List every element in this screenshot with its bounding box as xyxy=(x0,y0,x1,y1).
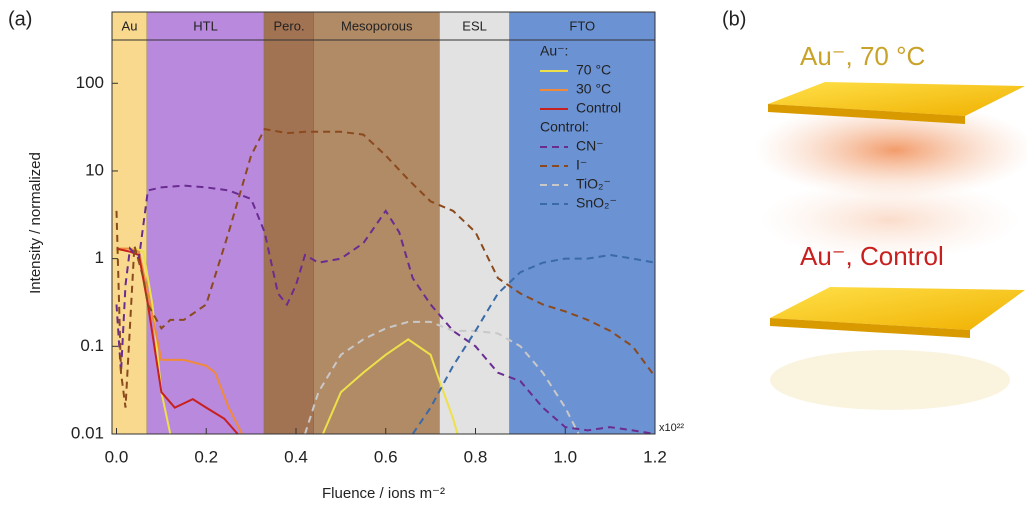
x-tick-label: 0.0 xyxy=(105,447,129,466)
y-tick-label: 10 xyxy=(85,160,104,179)
legend-group-title: Au⁻: xyxy=(540,43,568,59)
series-line xyxy=(115,184,656,435)
region-label: HTL xyxy=(193,18,218,33)
region-label: Pero. xyxy=(273,18,304,33)
panel-b: Au⁻, 70 °C Au⁻, Control xyxy=(755,41,1027,410)
plot: Au HTL Pero. Mesoporous ESL FTO 0.01 0.1 1 10 100 0… xyxy=(27,11,684,502)
gold-slab xyxy=(768,82,1025,116)
x-tick-label: 1.2 xyxy=(643,447,667,466)
series-line xyxy=(115,127,656,408)
region-label: ESL xyxy=(462,18,487,33)
ion-cloud xyxy=(770,350,1010,410)
legend-label: Control xyxy=(576,100,621,116)
y-tick-label: 0.1 xyxy=(80,336,104,355)
gold-slab-edge xyxy=(768,104,965,124)
legend-label: TiO₂⁻ xyxy=(576,176,611,192)
gold-slab-edge xyxy=(770,318,970,338)
series-line xyxy=(304,320,580,435)
series-line xyxy=(411,253,656,435)
region-label: Mesoporous xyxy=(341,18,413,33)
x-tick-label: 0.2 xyxy=(194,447,218,466)
x-tick-label: 1.0 xyxy=(553,447,577,466)
region xyxy=(264,12,314,434)
legend-group-title: Control: xyxy=(540,119,589,135)
region-label: FTO xyxy=(569,18,595,33)
y-tick-label: 1 xyxy=(95,248,104,267)
region xyxy=(439,12,510,434)
ion-cloud xyxy=(755,102,1027,198)
gold-slab xyxy=(770,287,1025,330)
region-label: Au xyxy=(122,18,138,33)
ion-cloud xyxy=(760,180,1020,260)
y-axis-label: Intensity / normalized xyxy=(27,152,44,294)
panel-b-label: Au⁻, 70 °C xyxy=(800,41,925,71)
region xyxy=(147,12,265,434)
region xyxy=(313,12,440,434)
x-multiplier: x10²² xyxy=(659,422,684,434)
x-axis-label: Fluence / ions m⁻² xyxy=(322,485,445,502)
panel-label: (b) xyxy=(722,8,746,30)
x-tick-label: 0.4 xyxy=(284,447,308,466)
legend-label: 70 °C xyxy=(576,62,611,78)
x-tick-label: 0.6 xyxy=(374,447,398,466)
y-tick-label: 0.01 xyxy=(71,423,104,442)
legend-label: I⁻ xyxy=(576,157,587,173)
panel-b-label: Au⁻, Control xyxy=(800,241,944,271)
x-tick-label: 0.8 xyxy=(464,447,488,466)
panel-label: (a) xyxy=(8,8,32,30)
legend-label: 30 °C xyxy=(576,81,611,97)
y-tick-label: 100 xyxy=(76,73,104,92)
plot-frame xyxy=(111,11,656,435)
legend-label: SnO₂⁻ xyxy=(576,195,617,211)
legend-label: CN⁻ xyxy=(576,138,604,154)
